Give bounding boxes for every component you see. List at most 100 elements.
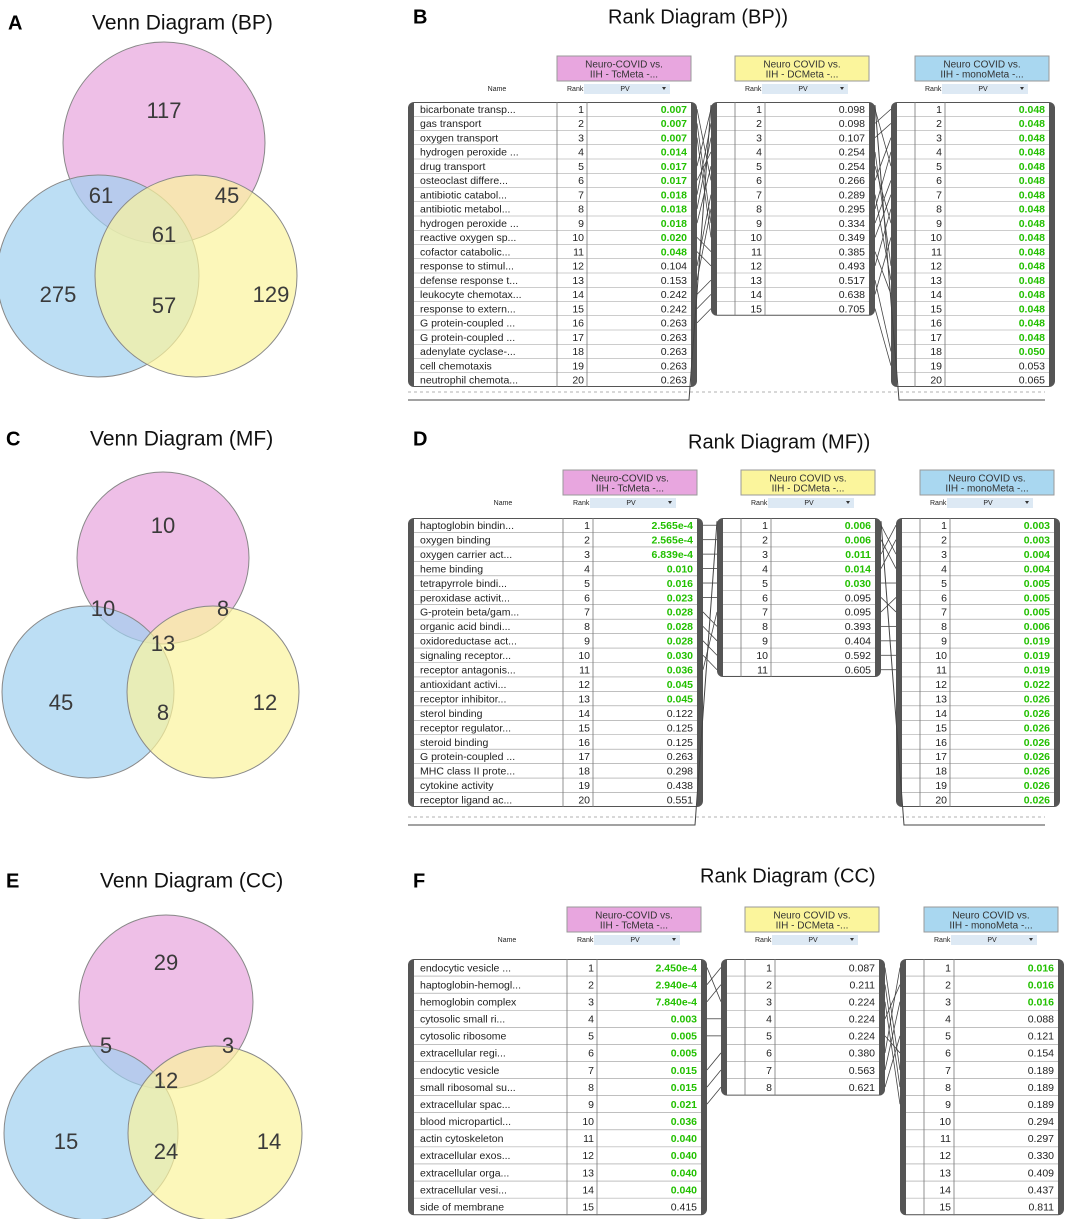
table-row: actin cytoskeleton 11 0.040 (414, 1129, 701, 1145)
pv-value: 0.211 (850, 979, 876, 991)
table-row: oxygen binding 2 2.565e-4 (414, 532, 697, 546)
table-row: extracellular spac... 9 0.021 (414, 1095, 701, 1111)
rank-value: 9 (756, 218, 762, 230)
sort-down-icon (846, 501, 850, 504)
pv-value: 0.026 (1024, 751, 1050, 763)
pv-value: 0.095 (845, 592, 871, 604)
rank-value: 3 (941, 549, 947, 561)
venn-count-pink-only: 29 (154, 950, 178, 975)
rank-value: 13 (939, 1167, 951, 1179)
column-header-line1: Neuro COVID vs. (952, 911, 1029, 922)
pv-value: 0.017 (661, 161, 687, 173)
table-row: 7 0.005 (902, 604, 1054, 619)
rank-value: 11 (579, 665, 590, 677)
rank-value: 7 (756, 189, 762, 201)
table-row: 6 0.005 (902, 589, 1054, 604)
table-row: 5 0.005 (902, 575, 1054, 590)
rank-link-line (702, 611, 718, 670)
rank-value: 19 (578, 780, 590, 792)
table-row: 11 0.019 (902, 662, 1054, 677)
pv-value: 0.107 (839, 132, 865, 144)
pv-value: 0.023 (667, 592, 693, 604)
table-row: gas transport 2 0.007 (414, 115, 691, 130)
term-name: G protein-coupled ... (420, 332, 515, 344)
pv-value: 0.385 (839, 246, 865, 258)
table-row: 10 0.048 (897, 229, 1049, 244)
venn-diagram: 10 45 12 10 8 8 13 (1, 471, 300, 779)
table-row: 19 0.053 (897, 358, 1049, 372)
rank-value: 13 (578, 693, 590, 705)
term-name: G-protein beta/gam... (420, 607, 519, 619)
table-row: 11 0.048 (897, 244, 1049, 258)
pv-value: 0.048 (1019, 147, 1045, 159)
pv-value: 0.125 (667, 737, 693, 749)
venn-title: Venn Diagram (CC) (100, 870, 283, 893)
venn-count-blue-only: 15 (54, 1129, 78, 1154)
pv-value: 0.048 (1019, 332, 1045, 344)
table-row: receptor inhibitor... 13 0.045 (414, 691, 697, 705)
rank-value: 9 (936, 218, 942, 230)
rank-value: 14 (939, 1184, 951, 1196)
rank-value: 3 (762, 549, 768, 561)
rank-link-line (874, 280, 892, 352)
rank-value: 2 (945, 979, 951, 991)
rank-link-line (702, 626, 718, 642)
term-name: small ribosomal su... (420, 1082, 516, 1094)
pv-value: 0.028 (667, 636, 693, 648)
pv-value: 0.254 (839, 147, 865, 159)
table-row: 18 0.026 (902, 763, 1054, 778)
rank-value: 2 (762, 534, 768, 546)
venn-title: Venn Diagram (BP) (92, 12, 273, 35)
table-row: 6 0.154 (906, 1044, 1058, 1060)
table-row: osteoclast differe... 6 0.017 (414, 172, 691, 187)
pv-value: 0.294 (1028, 1116, 1054, 1128)
rank-value: 8 (578, 204, 584, 216)
rank-value: 5 (762, 578, 768, 590)
table-body (906, 960, 1058, 1215)
pv-value: 0.048 (1019, 232, 1045, 244)
pv-value: 0.003 (671, 1014, 697, 1026)
rank-link-line (696, 308, 712, 324)
rank-link-line (884, 1001, 901, 1071)
table-row: 10 0.294 (906, 1112, 1058, 1128)
rank-value: 5 (936, 161, 942, 173)
rank-link-line (696, 109, 712, 167)
rank-value: 19 (935, 780, 947, 792)
venn-count-all-three: 13 (151, 631, 175, 656)
table-row: sterol binding 14 0.122 (414, 705, 697, 720)
pv-value: 0.026 (1024, 737, 1050, 749)
table-row: 16 0.026 (902, 734, 1054, 749)
pv-value: 0.040 (671, 1133, 697, 1145)
table-row: 4 0.048 (897, 144, 1049, 159)
table-row: antibiotic catabol... 7 0.018 (414, 187, 691, 201)
pv-value: 0.048 (1019, 161, 1045, 173)
pv-value: 0.048 (1019, 275, 1045, 287)
venn-count-blue-yellow: 24 (154, 1139, 178, 1164)
pv-value: 0.005 (671, 1031, 697, 1043)
baseline-link-left (408, 105, 712, 401)
table-row: antioxidant activi... 12 0.045 (414, 676, 697, 691)
table-row: tetrapyrrole bindi... 5 0.016 (414, 575, 697, 590)
table-row: response to extern... 15 0.242 (414, 301, 691, 315)
column-header-line2: IIH - monoMeta -... (940, 70, 1023, 81)
term-name: peroxidase activit... (420, 592, 510, 604)
rank-value: 2 (584, 534, 590, 546)
table-row: 3 0.016 (906, 992, 1058, 1008)
term-name: hemoglobin complex (420, 996, 517, 1008)
rank-value: 4 (941, 563, 947, 575)
table-row: 13 0.517 (717, 272, 869, 287)
rank-value: 1 (588, 962, 594, 974)
table-row: 3 0.048 (897, 130, 1049, 144)
rank-value: 18 (572, 346, 584, 358)
column-header-line1: Neuro COVID vs. (763, 60, 840, 71)
pv-value: 0.263 (661, 346, 687, 358)
rank-panel-letter: B (413, 6, 427, 28)
pv-subheader: PV (804, 500, 814, 507)
venn-title: Venn Diagram (MF) (90, 428, 273, 451)
term-name: cytosolic small ri... (420, 1014, 505, 1026)
rank-value: 15 (572, 303, 584, 315)
table-row: 14 0.638 (717, 286, 869, 301)
baseline-link-left (408, 521, 718, 826)
term-name: cofactor catabolic... (420, 246, 510, 258)
table-row: 12 0.022 (902, 676, 1054, 691)
